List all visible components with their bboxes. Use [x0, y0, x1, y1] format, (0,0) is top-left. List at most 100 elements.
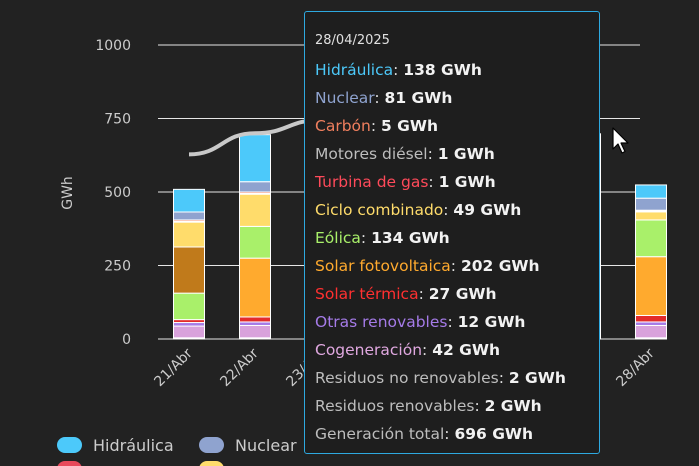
- legend-swatch: [199, 437, 224, 453]
- bar-stack[interactable]: [635, 184, 667, 340]
- tooltip-separator: :: [427, 145, 438, 163]
- bar-segment[interactable]: [173, 188, 205, 213]
- tooltip-label: Residuos renovables: [315, 397, 475, 415]
- tooltip-value: 134 GWh: [371, 229, 450, 247]
- tooltip-separator: :: [374, 89, 385, 107]
- bar-segment[interactable]: [173, 292, 205, 321]
- tooltip-label: Nuclear: [315, 89, 375, 107]
- tooltip-label: Motores diésel: [315, 145, 428, 163]
- bar-segment[interactable]: [239, 193, 271, 227]
- bar-segment[interactable]: [635, 324, 667, 339]
- legend-label: Nuclear: [235, 436, 297, 455]
- bar-segment[interactable]: [239, 321, 271, 326]
- bar-stack[interactable]: [239, 134, 271, 340]
- tooltip-rows: Hidráulica: 138 GWh Nuclear: 81 GWh Carbón…: [315, 56, 589, 448]
- bar-segment[interactable]: [635, 211, 667, 221]
- tooltip-value: 1 GWh: [438, 173, 496, 191]
- bar-segment[interactable]: [173, 211, 205, 221]
- tooltip-row: Motores diésel: 1 GWh: [315, 140, 589, 168]
- tooltip-row: Ciclo combinado: 49 GWh: [315, 196, 589, 224]
- tooltip-label: Turbina de gas: [315, 173, 429, 191]
- tooltip-separator: :: [422, 341, 433, 359]
- tooltip-row: Hidráulica: 138 GWh: [315, 56, 589, 84]
- tooltip-row: Solar fotovoltaica: 202 GWh: [315, 252, 589, 280]
- legend-item[interactable]: Hidráulica: [57, 436, 174, 455]
- tooltip-row: Nuclear: 81 GWh: [315, 84, 589, 112]
- bar-stack[interactable]: [173, 188, 205, 340]
- x-tick-label: 28/Abr: [613, 345, 658, 390]
- y-tick-label: 1000: [95, 38, 131, 54]
- tooltip: 28/04/2025 Hidráulica: 138 GWh Nuclear: 8…: [304, 11, 600, 454]
- tooltip-separator: :: [450, 257, 461, 275]
- tooltip-separator: :: [444, 425, 455, 443]
- tooltip-label: Generación total: [315, 425, 445, 443]
- tooltip-label: Otras renovables: [315, 313, 448, 331]
- tooltip-label: Carbón: [315, 117, 371, 135]
- bar-segment[interactable]: [173, 246, 205, 294]
- tooltip-separator: :: [428, 173, 439, 191]
- legend-label: Hidráulica: [93, 436, 174, 455]
- bar-segment[interactable]: [173, 221, 205, 248]
- tooltip-separator: :: [418, 285, 429, 303]
- bar-segment[interactable]: [239, 134, 271, 183]
- legend-swatch: [57, 437, 82, 453]
- tooltip-row: Otras renovables: 12 GWh: [315, 308, 589, 336]
- y-tick-label: 250: [104, 259, 131, 275]
- tooltip-separator: :: [498, 369, 509, 387]
- tooltip-label: Ciclo combinado: [315, 201, 444, 219]
- tooltip-value: 12 GWh: [457, 313, 526, 331]
- tooltip-label: Cogeneración: [315, 341, 423, 359]
- tooltip-value: 81 GWh: [384, 89, 453, 107]
- tooltip-separator: :: [360, 229, 372, 247]
- tooltip-value: 27 GWh: [428, 285, 497, 303]
- legend[interactable]: Hidráulica Nuclear: [57, 436, 297, 466]
- x-tick-label: 21/Abr: [151, 345, 196, 390]
- tooltip-value: 1 GWh: [437, 145, 495, 163]
- bar-segment[interactable]: [239, 316, 271, 323]
- tooltip-separator: :: [447, 313, 458, 331]
- tooltip-row: Turbina de gas: 1 GWh: [315, 168, 589, 196]
- tooltip-date: 28/04/2025: [315, 33, 390, 48]
- x-tick-label: 22/Abr: [217, 345, 262, 390]
- tooltip-label: Solar fotovoltaica: [315, 257, 451, 275]
- legend-swatch: [199, 461, 224, 466]
- tooltip-label: Hidráulica: [315, 61, 394, 79]
- bar-segment[interactable]: [239, 181, 271, 193]
- bar-segment[interactable]: [239, 225, 271, 259]
- tooltip-row: Solar térmica: 27 GWh: [315, 280, 589, 308]
- bar-segment[interactable]: [239, 324, 271, 339]
- tooltip-row: Residuos renovables: 2 GWh: [315, 392, 589, 420]
- tooltip-value: 49 GWh: [453, 201, 522, 219]
- tooltip-value: 5 GWh: [381, 117, 439, 135]
- y-axis-ticks: 0 250 500 750 1000: [95, 38, 131, 348]
- bar-segment[interactable]: [635, 197, 667, 211]
- legend-swatch: [57, 461, 82, 466]
- bar-segment[interactable]: [635, 256, 667, 316]
- tooltip-row: Eólica: 134 GWh: [315, 224, 589, 252]
- tooltip-value: 202 GWh: [460, 257, 540, 275]
- tooltip-value: 696 GWh: [454, 425, 534, 443]
- y-tick-label: 500: [104, 185, 131, 201]
- tooltip-separator: :: [443, 201, 454, 219]
- tooltip-label: Residuos no renovables: [315, 369, 499, 387]
- bar-segment[interactable]: [173, 325, 205, 339]
- mouse-pointer-icon: [612, 127, 629, 154]
- y-axis-title: GWh: [60, 176, 76, 210]
- tooltip-value: 2 GWh: [484, 397, 542, 415]
- tooltip-row: Carbón: 5 GWh: [315, 112, 589, 140]
- bar-segment[interactable]: [635, 184, 667, 199]
- bar-segment[interactable]: [635, 321, 667, 326]
- tooltip-value: 42 GWh: [432, 341, 501, 359]
- bar-segment[interactable]: [635, 219, 667, 258]
- tooltip-label: Eólica: [315, 229, 361, 247]
- tooltip-label: Solar térmica: [315, 285, 419, 303]
- tooltip-row: Cogeneración: 42 GWh: [315, 336, 589, 364]
- bar-segment[interactable]: [239, 257, 271, 318]
- y-tick-label: 750: [104, 112, 131, 128]
- tooltip-row: Generación total: 696 GWh: [315, 420, 589, 448]
- tooltip-value: 138 GWh: [403, 61, 482, 79]
- bar-segment[interactable]: [173, 322, 205, 327]
- tooltip-separator: :: [370, 117, 381, 135]
- bar-segment[interactable]: [635, 314, 667, 323]
- legend-item[interactable]: Nuclear: [199, 436, 297, 455]
